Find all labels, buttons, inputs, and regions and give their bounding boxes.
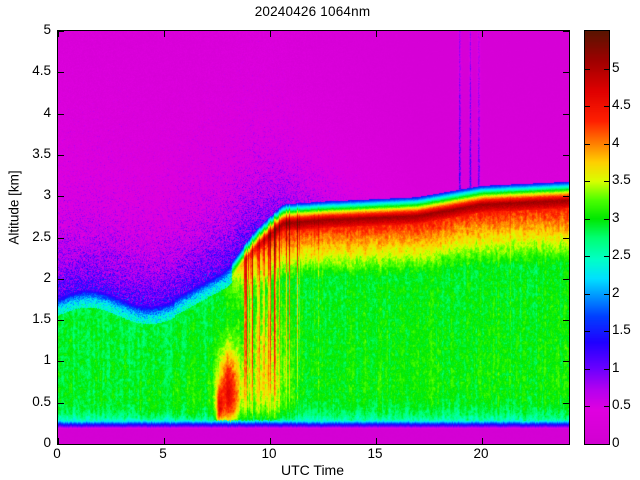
colorbar-tick-label: 1	[612, 359, 620, 375]
y-tick	[58, 155, 64, 156]
colorbar-tick	[585, 369, 590, 370]
y-tick	[563, 238, 569, 239]
y-tick	[58, 361, 64, 362]
y-tick-label: 0.5	[32, 393, 51, 409]
colorbar-tick	[585, 256, 590, 257]
colorbar-tick-label: 2	[612, 284, 620, 300]
y-tick	[563, 361, 569, 362]
colorbar-tick	[604, 406, 609, 407]
x-tick	[376, 31, 377, 37]
colorbar	[584, 30, 610, 445]
colorbar-tick	[604, 331, 609, 332]
y-tick-label: 0	[43, 435, 51, 450]
heatmap-image	[58, 31, 569, 444]
colorbar-tick	[604, 256, 609, 257]
y-tick	[563, 444, 569, 445]
y-tick-label: 2	[43, 269, 51, 285]
y-tick	[563, 320, 569, 321]
y-tick	[58, 238, 64, 239]
y-tick	[563, 196, 569, 197]
colorbar-tick-label: 3	[612, 209, 620, 225]
y-tick	[58, 72, 64, 73]
colorbar-tick	[604, 369, 609, 370]
colorbar-tick-label: 0	[612, 435, 620, 450]
y-tick-label: 4	[43, 104, 51, 120]
colorbar-tick-label: 0.5	[612, 397, 631, 413]
y-tick	[58, 403, 64, 404]
colorbar-gradient	[585, 31, 609, 444]
colorbar-tick-label: 4.5	[612, 97, 631, 113]
y-tick	[563, 279, 569, 280]
colorbar-tick	[585, 294, 590, 295]
colorbar-tick	[604, 219, 609, 220]
y-tick-label: 2.5	[32, 228, 51, 244]
colorbar-tick	[604, 444, 609, 445]
y-tick	[58, 320, 64, 321]
colorbar-tick	[604, 106, 609, 107]
x-tick	[482, 438, 483, 444]
y-tick-label: 1	[43, 352, 51, 368]
y-tick	[563, 72, 569, 73]
colorbar-tick	[585, 219, 590, 220]
colorbar-tick-label: 5	[612, 59, 620, 75]
colorbar-tick	[585, 144, 590, 145]
colorbar-tick	[604, 69, 609, 70]
x-tick	[58, 438, 59, 444]
colorbar-tick	[585, 69, 590, 70]
y-tick	[58, 196, 64, 197]
y-tick-label: 3.5	[32, 145, 51, 161]
x-tick	[482, 31, 483, 37]
y-tick-label: 3	[43, 187, 51, 203]
colorbar-tick	[604, 181, 609, 182]
y-tick	[58, 31, 64, 32]
y-tick	[563, 31, 569, 32]
y-tick-label: 4.5	[32, 63, 51, 79]
colorbar-tick-label: 3.5	[612, 172, 631, 188]
colorbar-tick-label: 4	[612, 134, 620, 150]
y-tick	[58, 114, 64, 115]
x-tick-label: 0	[53, 446, 61, 461]
y-tick	[563, 155, 569, 156]
x-tick-label: 15	[367, 446, 383, 461]
x-tick	[164, 438, 165, 444]
heatmap-plot-area	[57, 30, 570, 445]
x-tick-label: 10	[261, 446, 277, 461]
x-tick-label: 5	[159, 446, 167, 461]
x-axis-title: UTC Time	[281, 462, 344, 478]
y-tick	[58, 444, 64, 445]
colorbar-tick	[585, 331, 590, 332]
x-tick	[376, 438, 377, 444]
y-axis-title: Altitude [km]	[6, 170, 22, 245]
x-tick	[164, 31, 165, 37]
colorbar-tick	[585, 444, 590, 445]
x-tick	[270, 31, 271, 37]
chart-title: 20240426 1064nm	[254, 4, 371, 19]
y-tick	[563, 403, 569, 404]
colorbar-tick	[585, 106, 590, 107]
y-tick-label: 5	[43, 22, 51, 37]
x-tick-label: 20	[473, 446, 489, 461]
colorbar-tick-label: 2.5	[612, 247, 631, 263]
x-tick	[58, 31, 59, 37]
colorbar-tick	[604, 144, 609, 145]
y-tick	[563, 114, 569, 115]
colorbar-tick-label: 1.5	[612, 322, 631, 338]
colorbar-tick	[604, 294, 609, 295]
colorbar-tick	[585, 181, 590, 182]
y-tick	[58, 279, 64, 280]
y-tick-label: 1.5	[32, 311, 51, 327]
colorbar-tick	[585, 406, 590, 407]
x-tick	[270, 438, 271, 444]
